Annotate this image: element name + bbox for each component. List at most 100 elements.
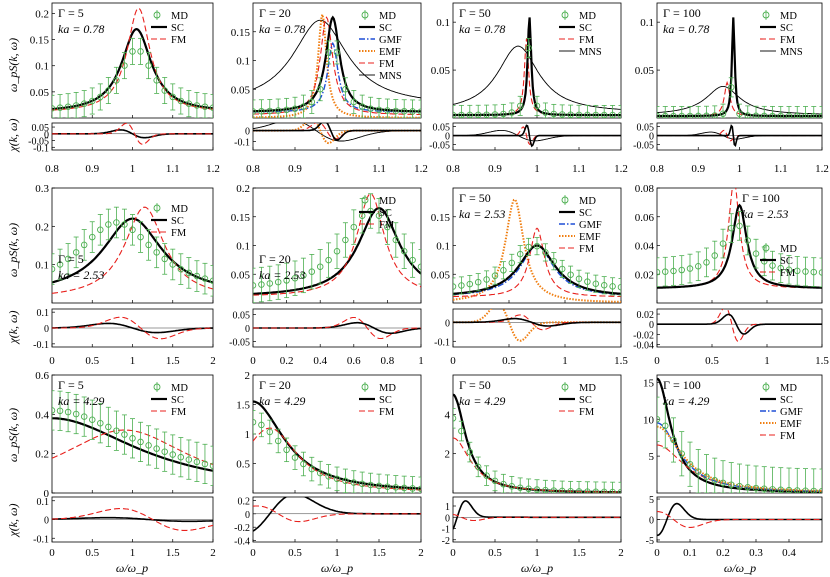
md-point <box>609 283 616 290</box>
curves-chi <box>453 309 621 342</box>
md-point <box>105 221 112 228</box>
y-tick-label: 0.05 <box>30 87 50 99</box>
y-tick-label: 5 <box>649 451 655 463</box>
md-point <box>88 233 96 241</box>
chi-y-tick-label: 0 <box>44 516 49 527</box>
y-tick-label: 1 <box>245 429 251 441</box>
y-tick-label: 4 <box>445 409 451 421</box>
curves-chi <box>657 502 822 537</box>
md-point <box>525 485 532 493</box>
x-tick-label: 1 <box>130 355 136 367</box>
x-tick-label: 0.8 <box>45 163 59 175</box>
legend-swatch-md <box>762 244 770 252</box>
md-point <box>52 407 56 414</box>
md-point <box>794 487 801 493</box>
md-point <box>533 242 541 250</box>
md-point <box>80 413 88 420</box>
chi-y-tick-label: -0.1 <box>33 143 49 154</box>
chi-y-tick-label: -2 <box>442 536 450 547</box>
md-point <box>617 283 621 291</box>
x-tick-label: 0.8 <box>381 355 395 367</box>
legend-label-md: MD <box>780 244 797 255</box>
x-tick-label: 0.5 <box>288 547 302 559</box>
chi-y-tick-label: 5 <box>649 495 654 506</box>
y-tick-label: 10 <box>643 414 655 426</box>
chi-y-tick-label: -0.4 <box>234 537 250 548</box>
curves-top <box>453 17 621 118</box>
md-point <box>367 105 374 112</box>
md-point <box>185 100 193 107</box>
chi-y-tick-label: -0.1 <box>33 534 49 545</box>
md-point <box>703 112 710 118</box>
md-point <box>777 112 784 118</box>
x-tick-label: 0.1 <box>683 547 697 559</box>
x-tick-label: 0.9 <box>488 163 502 175</box>
legend-swatch-md <box>561 11 569 19</box>
x-tick-label: 1 <box>130 547 136 559</box>
curves-chi <box>52 123 213 145</box>
md-point <box>695 468 702 475</box>
md-point <box>153 445 160 452</box>
ka-annotation: ka = 0.78 <box>459 22 505 36</box>
md-point <box>525 44 532 52</box>
series-fm <box>453 437 621 493</box>
md-point <box>491 272 499 279</box>
gamma-annotation: Γ = 20 <box>259 378 291 392</box>
md-point <box>64 255 72 263</box>
curves-top <box>253 14 421 118</box>
plot-frame-chi <box>452 308 622 348</box>
chi-series-sc <box>453 500 621 530</box>
md-point <box>736 222 743 230</box>
x-tick-label: 1.2 <box>414 163 428 175</box>
md-point <box>392 107 400 115</box>
md-point <box>258 421 265 429</box>
chi-y-tick-label: -1 <box>442 525 450 536</box>
gamma-annotation: Γ = 50 <box>459 191 491 205</box>
md-point <box>300 103 307 110</box>
md-point <box>266 107 274 115</box>
md-point <box>744 483 752 491</box>
gamma-annotation: Γ = 100 <box>742 191 780 205</box>
chi-y-tick-label: 0.05 <box>32 123 50 134</box>
legend-label-sc: SC <box>780 395 793 406</box>
legend-label-sc: SC <box>579 23 592 34</box>
chi-y-tick-label: -0.04 <box>633 340 654 351</box>
md-point <box>736 482 743 490</box>
legend-label-emf: EMF <box>579 232 601 243</box>
legend-label-gmf: GMF <box>379 35 402 46</box>
md-point <box>417 485 421 493</box>
chi-series-sc <box>253 123 421 141</box>
x-tick-label: 0.5 <box>502 355 516 367</box>
plot-frame-chi <box>51 122 214 151</box>
md-point <box>657 112 661 118</box>
md-point <box>177 97 185 105</box>
legend-label-mns: MNS <box>780 47 803 58</box>
md-point <box>145 241 152 249</box>
x-tick-label: 0.8 <box>650 163 664 175</box>
legend-label-emf: EMF <box>780 419 802 430</box>
md-point <box>662 112 669 118</box>
legend-label-md: MD <box>579 196 596 207</box>
x-tick-label: 0 <box>250 355 256 367</box>
x-tick-label: 0.8 <box>246 163 260 175</box>
md-point <box>129 226 136 234</box>
md-point <box>129 48 136 55</box>
chi-y-tick-label: -0.1 <box>33 340 49 351</box>
md-point <box>291 274 299 282</box>
md-point <box>358 103 366 110</box>
md-point <box>209 104 213 111</box>
md-point <box>375 482 383 490</box>
ylabel-bottom-row0: χ(k, ω) <box>6 118 20 152</box>
x-tick-label: 1.5 <box>166 547 180 559</box>
md-point <box>785 266 793 274</box>
md-point <box>802 268 809 275</box>
legend-label-sc: SC <box>379 208 392 219</box>
series-sc <box>253 206 421 295</box>
x-tick-label: 1.1 <box>572 163 586 175</box>
